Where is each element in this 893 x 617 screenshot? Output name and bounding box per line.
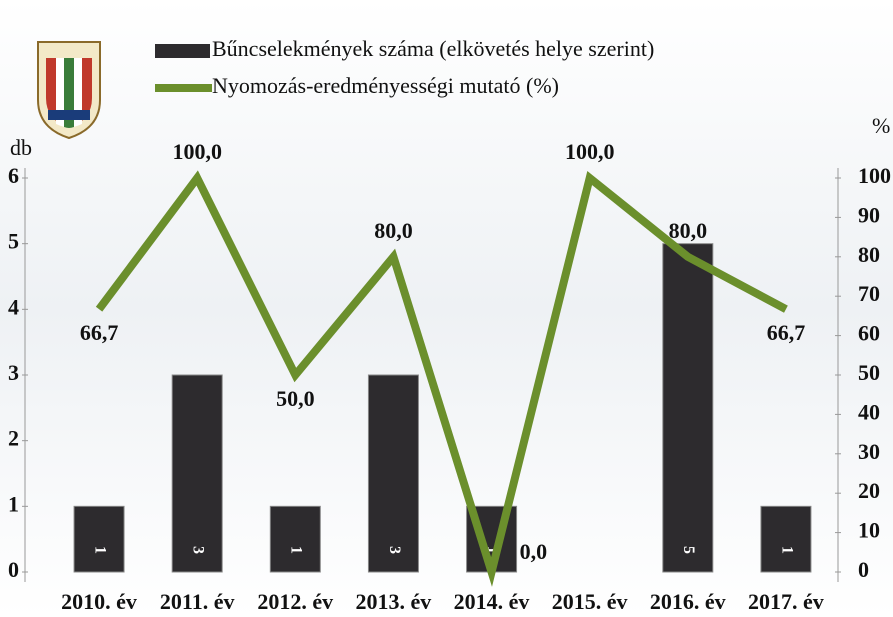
y2-tick-label: 60 <box>858 321 880 346</box>
bar <box>270 506 320 572</box>
y-tick-label: 5 <box>8 229 19 254</box>
y2-tick-label: 0 <box>858 557 869 582</box>
bar-value-label: 1 <box>778 546 795 554</box>
y2-tick-label: 80 <box>858 242 880 267</box>
line-value-label: 100,0 <box>172 139 222 164</box>
y2-tick-label: 100 <box>858 163 891 188</box>
bar <box>172 375 222 572</box>
y-tick-label: 4 <box>8 294 19 319</box>
legend-swatch-bar <box>155 44 210 58</box>
x-tick-label: 2015. év <box>552 589 628 614</box>
y2-tick-label: 70 <box>858 281 880 306</box>
legend-label: Nyomozás-eredményességi mutató (%) <box>212 73 559 98</box>
y-tick-label: 3 <box>8 360 19 385</box>
y2-tick-label: 90 <box>858 202 880 227</box>
bar-value-label: 3 <box>190 546 207 554</box>
line-value-label: 80,0 <box>669 218 708 243</box>
y2-tick-label: 10 <box>858 518 880 543</box>
x-tick-label: 2016. év <box>650 589 726 614</box>
legend-label: Bűncselekmények száma (elkövetés helye s… <box>212 36 654 61</box>
line-value-label: 0,0 <box>520 539 548 564</box>
line-value-label: 66,7 <box>80 320 119 345</box>
bar-value-label: 3 <box>386 546 403 554</box>
y2-tick-label: 30 <box>858 439 880 464</box>
line-value-label: 50,0 <box>276 386 315 411</box>
bar <box>74 506 124 572</box>
x-tick-label: 2013. év <box>356 589 432 614</box>
y-tick-label: 2 <box>8 426 19 451</box>
y2-tick-label: 20 <box>858 478 880 503</box>
x-tick-label: 2012. év <box>257 589 333 614</box>
bar <box>368 375 418 572</box>
bar-value-label: 1 <box>288 546 305 554</box>
line-value-label: 80,0 <box>374 218 413 243</box>
line-value-label: 100,0 <box>565 139 615 164</box>
bar <box>663 244 713 572</box>
y-axis-label: db <box>10 135 32 160</box>
y2-tick-label: 40 <box>858 399 880 424</box>
bar <box>761 506 811 572</box>
bar-value-label: 1 <box>91 546 108 554</box>
line-value-label: 66,7 <box>767 320 806 345</box>
y-tick-label: 1 <box>8 491 19 516</box>
x-tick-label: 2014. év <box>454 589 530 614</box>
y-tick-label: 0 <box>8 557 19 582</box>
x-tick-label: 2010. év <box>61 589 137 614</box>
bar-value-label: 5 <box>680 546 697 554</box>
x-tick-label: 2011. év <box>160 589 235 614</box>
y2-axis-label: % <box>872 113 890 138</box>
y-tick-label: 6 <box>8 163 19 188</box>
police-logo <box>38 42 100 138</box>
x-tick-label: 2017. év <box>748 589 824 614</box>
chart: Bűncselekmények száma (elkövetés helye s… <box>0 0 893 617</box>
y2-tick-label: 50 <box>858 360 880 385</box>
